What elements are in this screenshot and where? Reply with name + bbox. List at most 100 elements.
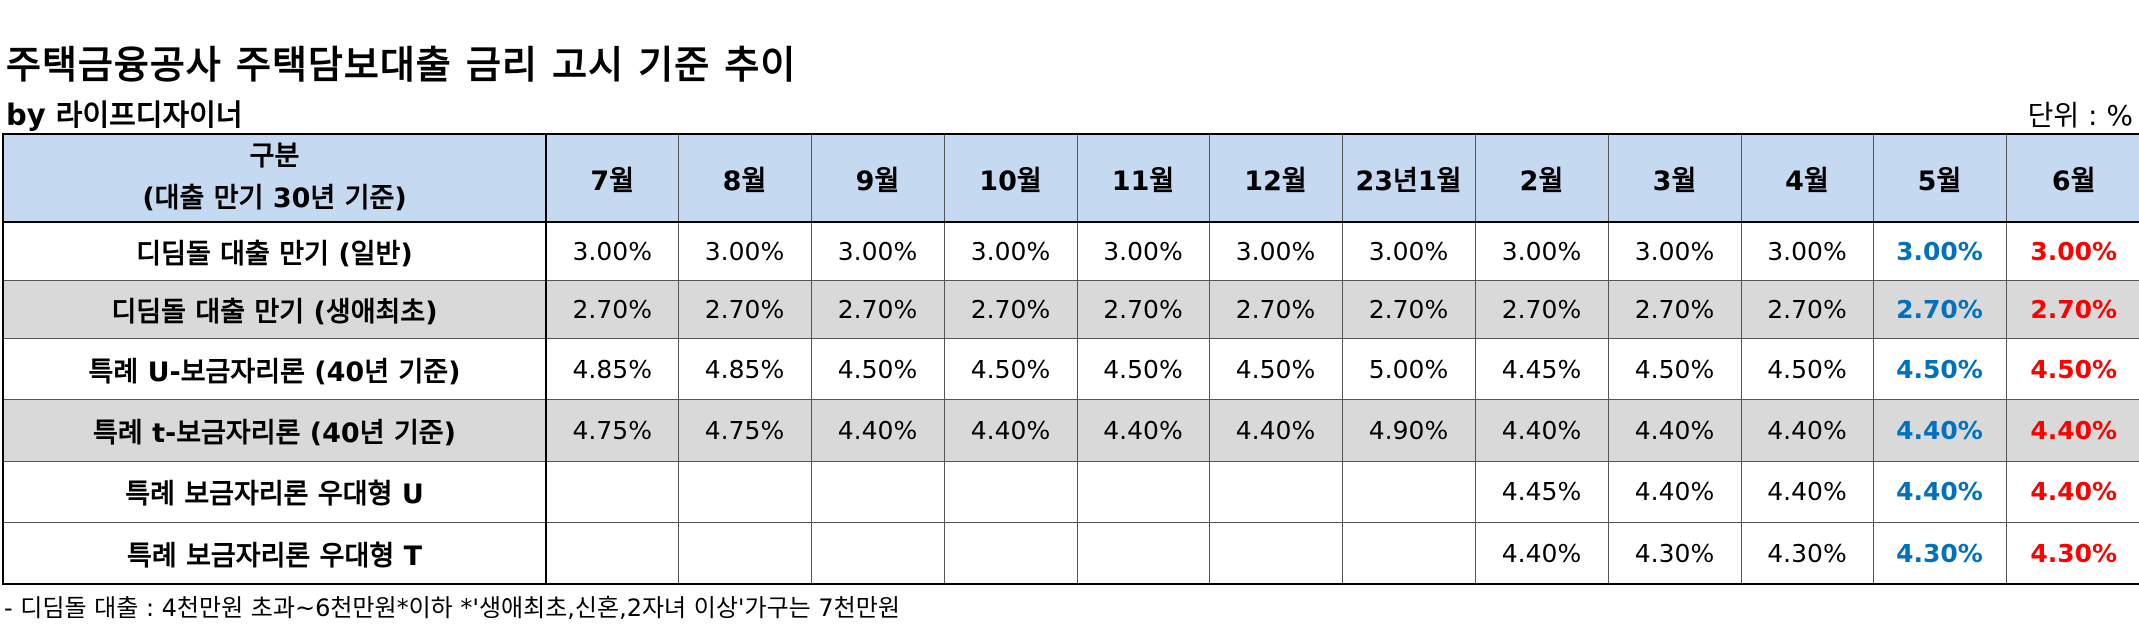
table-row: 특례 t-보금자리론 (40년 기준) 4.75% 4.75% 4.40% 4.… xyxy=(2,399,2139,462)
table-row: 디딤돌 대출 만기 (생애최초) 2.70% 2.70% 2.70% 2.70%… xyxy=(2,279,2139,340)
rate-cell: 2.70% xyxy=(1474,279,1609,340)
rate-cell-june: 4.50% xyxy=(2005,338,2139,401)
rate-cell xyxy=(1076,460,1210,524)
rate-cell-may: 4.40% xyxy=(1872,399,2007,462)
rate-cell-may: 3.00% xyxy=(1872,221,2007,281)
header-month: 7월 xyxy=(545,133,679,223)
row-label: 디딤돌 대출 만기 (일반) xyxy=(2,221,547,281)
header-month: 6월 xyxy=(2005,133,2139,223)
rate-cell: 3.00% xyxy=(810,221,945,281)
rate-cell-june: 4.40% xyxy=(2005,460,2139,524)
rate-cell-june: 4.30% xyxy=(2005,522,2139,585)
row-label: 특례 보금자리론 우대형 U xyxy=(2,460,547,524)
rate-cell: 3.00% xyxy=(943,221,1078,281)
rate-cell: 4.40% xyxy=(1474,399,1609,462)
header-month: 11월 xyxy=(1076,133,1210,223)
rate-cell xyxy=(1208,460,1343,524)
table-row: 특례 보금자리론 우대형 U 4.45% 4.40% 4.40% 4.40% 4… xyxy=(2,460,2139,524)
rate-cell xyxy=(545,522,679,585)
rate-cell-may: 4.50% xyxy=(1872,338,2007,401)
rate-table: 구분 (대출 만기 30년 기준) 7월 8월 9월 10월 11월 12월 2… xyxy=(2,133,2139,585)
rate-cell: 3.00% xyxy=(1474,221,1609,281)
rate-cell xyxy=(1341,522,1476,585)
header-month: 8월 xyxy=(677,133,812,223)
rate-cell xyxy=(1076,522,1210,585)
rate-cell: 2.70% xyxy=(677,279,812,340)
header-row: 구분 (대출 만기 30년 기준) 7월 8월 9월 10월 11월 12월 2… xyxy=(2,133,2139,223)
rate-cell xyxy=(677,522,812,585)
rate-cell: 4.50% xyxy=(1208,338,1343,401)
rate-cell xyxy=(810,522,945,585)
rate-cell-may: 4.40% xyxy=(1872,460,2007,524)
header-month: 2월 xyxy=(1474,133,1609,223)
header-month: 10월 xyxy=(943,133,1078,223)
unit-label: 단위 : % xyxy=(2027,99,2133,132)
rate-cell: 4.30% xyxy=(1740,522,1874,585)
rate-cell: 4.45% xyxy=(1474,460,1609,524)
rate-cell-june: 2.70% xyxy=(2005,279,2139,340)
rate-cell xyxy=(545,460,679,524)
rate-cell: 4.40% xyxy=(943,399,1078,462)
rate-cell xyxy=(1208,522,1343,585)
rate-cell xyxy=(810,460,945,524)
rate-cell: 3.00% xyxy=(677,221,812,281)
rate-cell: 4.40% xyxy=(1607,460,1742,524)
rate-cell: 4.75% xyxy=(545,399,679,462)
rate-cell: 4.40% xyxy=(1474,522,1609,585)
row-label: 특례 U-보금자리론 (40년 기준) xyxy=(2,338,547,401)
rate-cell: 4.45% xyxy=(1474,338,1609,401)
table-row: 특례 U-보금자리론 (40년 기준) 4.85% 4.85% 4.50% 4.… xyxy=(2,338,2139,401)
rate-cell: 2.70% xyxy=(1208,279,1343,340)
rate-cell xyxy=(943,460,1078,524)
rate-cell: 2.70% xyxy=(1607,279,1742,340)
rate-cell: 2.70% xyxy=(545,279,679,340)
rate-cell xyxy=(1341,460,1476,524)
rate-cell-may: 4.30% xyxy=(1872,522,2007,585)
page-title: 주택금융공사 주택담보대출 금리 고시 기준 추이 xyxy=(6,43,797,87)
rate-cell: 2.70% xyxy=(1341,279,1476,340)
rate-cell: 2.70% xyxy=(810,279,945,340)
table-row: 특례 보금자리론 우대형 T 4.40% 4.30% 4.30% 4.30% 4… xyxy=(2,522,2139,585)
table-row: 디딤돌 대출 만기 (일반) 3.00% 3.00% 3.00% 3.00% 3… xyxy=(2,221,2139,281)
header-category-line1: 구분 xyxy=(249,141,300,172)
header-month: 4월 xyxy=(1740,133,1874,223)
rate-cell xyxy=(943,522,1078,585)
rate-cell: 3.00% xyxy=(1076,221,1210,281)
rate-cell: 5.00% xyxy=(1341,338,1476,401)
header-month: 12월 xyxy=(1208,133,1343,223)
rate-cell: 4.40% xyxy=(1208,399,1343,462)
rate-cell: 3.00% xyxy=(1740,221,1874,281)
rate-cell: 2.70% xyxy=(1076,279,1210,340)
rate-cell-may: 2.70% xyxy=(1872,279,2007,340)
rate-cell: 4.50% xyxy=(1607,338,1742,401)
rate-cell: 4.40% xyxy=(1076,399,1210,462)
header-month: 3월 xyxy=(1607,133,1742,223)
rate-cell: 4.40% xyxy=(1740,399,1874,462)
rate-cell: 4.90% xyxy=(1341,399,1476,462)
rate-cell: 2.70% xyxy=(943,279,1078,340)
rate-cell: 4.85% xyxy=(677,338,812,401)
rate-cell: 4.40% xyxy=(1607,399,1742,462)
rate-cell-june: 4.40% xyxy=(2005,399,2139,462)
rate-cell xyxy=(677,460,812,524)
row-label: 디딤돌 대출 만기 (생애최초) xyxy=(2,279,547,340)
rate-cell: 4.85% xyxy=(545,338,679,401)
header-month: 23년1월 xyxy=(1341,133,1476,223)
rate-cell: 3.00% xyxy=(1341,221,1476,281)
rate-cell: 4.40% xyxy=(810,399,945,462)
row-label: 특례 보금자리론 우대형 T xyxy=(2,522,547,585)
rate-cell: 4.50% xyxy=(943,338,1078,401)
rate-cell: 4.50% xyxy=(1740,338,1874,401)
rate-cell: 4.50% xyxy=(1076,338,1210,401)
footnote: - 디딤돌 대출 : 4천만원 초과~6천만원*이하 *'생애최초,신혼,2자녀… xyxy=(4,594,900,622)
rate-cell: 4.50% xyxy=(810,338,945,401)
rate-cell: 4.40% xyxy=(1740,460,1874,524)
header-category-line2: (대출 만기 30년 기준) xyxy=(142,183,407,214)
rate-cell: 2.70% xyxy=(1740,279,1874,340)
rate-cell-june: 3.00% xyxy=(2005,221,2139,281)
byline: by 라이프디자이너 xyxy=(6,98,243,132)
header-month: 9월 xyxy=(810,133,945,223)
rate-cell: 3.00% xyxy=(1208,221,1343,281)
rate-cell: 4.30% xyxy=(1607,522,1742,585)
header-category: 구분 (대출 만기 30년 기준) xyxy=(2,133,547,223)
